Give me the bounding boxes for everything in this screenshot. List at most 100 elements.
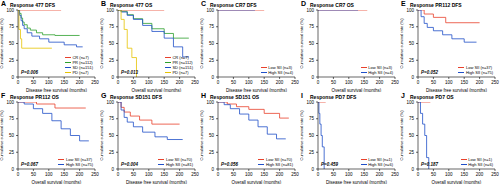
svg-text:25: 25 [309, 150, 315, 155]
svg-text:100: 100 [8, 8, 14, 13]
svg-text:50: 50 [109, 133, 115, 138]
svg-text:200: 200 [176, 80, 184, 85]
svg-text:250: 250 [291, 80, 299, 85]
svg-text:50: 50 [231, 172, 237, 177]
svg-text:Cumulative survival rate (%): Cumulative survival rate (%) [400, 18, 404, 69]
svg-text:100: 100 [345, 80, 353, 85]
svg-text:100: 100 [45, 172, 53, 177]
svg-text:Disease free survival (months): Disease free survival (months) [226, 88, 287, 92]
svg-text:100: 100 [245, 172, 253, 177]
svg-text:100: 100 [206, 8, 214, 13]
svg-text:Cumulative survival rate (%): Cumulative survival rate (%) [400, 110, 404, 161]
svg-text:100: 100 [306, 100, 314, 105]
svg-text:0: 0 [417, 172, 420, 177]
svg-text:250: 250 [491, 80, 492, 85]
svg-text:200: 200 [376, 80, 384, 85]
svg-text:50: 50 [131, 172, 137, 177]
svg-text:50: 50 [309, 41, 315, 46]
svg-text:50: 50 [31, 80, 37, 85]
svg-text:0: 0 [111, 75, 114, 80]
svg-text:Disease free survival (months): Disease free survival (months) [426, 88, 487, 92]
svg-text:200: 200 [276, 172, 284, 177]
svg-text:250: 250 [391, 172, 399, 177]
svg-text:50: 50 [109, 41, 115, 46]
svg-text:75: 75 [409, 24, 415, 29]
svg-text:Overall survival (months): Overall survival (months) [432, 180, 482, 184]
svg-text:50: 50 [31, 172, 37, 177]
svg-text:25: 25 [409, 150, 415, 155]
svg-text:25: 25 [9, 150, 15, 155]
svg-text:50: 50 [431, 80, 437, 85]
svg-text:250: 250 [91, 80, 99, 85]
svg-text:0: 0 [317, 80, 320, 85]
svg-text:75: 75 [9, 24, 15, 29]
svg-text:50: 50 [231, 80, 237, 85]
svg-text:150: 150 [360, 80, 368, 85]
svg-text:Cumulative survival rate (%): Cumulative survival rate (%) [300, 110, 304, 161]
svg-text:75: 75 [309, 24, 315, 29]
svg-text:50: 50 [331, 172, 337, 177]
svg-text:150: 150 [460, 172, 468, 177]
svg-text:0: 0 [17, 172, 20, 177]
svg-text:100: 100 [206, 100, 214, 105]
svg-text:150: 150 [60, 80, 68, 85]
svg-text:50: 50 [209, 41, 215, 46]
svg-text:75: 75 [209, 24, 215, 29]
svg-text:200: 200 [276, 80, 284, 85]
svg-text:0: 0 [11, 167, 14, 172]
svg-text:100: 100 [106, 8, 114, 13]
svg-text:200: 200 [76, 172, 84, 177]
svg-text:Disease free survival (months): Disease free survival (months) [326, 180, 387, 184]
svg-text:100: 100 [45, 80, 53, 85]
svg-text:25: 25 [109, 58, 115, 63]
svg-text:25: 25 [209, 150, 215, 155]
svg-text:200: 200 [476, 172, 484, 177]
svg-text:200: 200 [376, 172, 384, 177]
svg-text:0: 0 [217, 172, 220, 177]
svg-text:50: 50 [409, 41, 415, 46]
svg-text:150: 150 [160, 172, 168, 177]
svg-text:Disease free survival (months): Disease free survival (months) [26, 88, 87, 92]
svg-text:250: 250 [491, 172, 492, 177]
svg-text:50: 50 [409, 133, 415, 138]
svg-text:100: 100 [8, 100, 14, 105]
svg-text:100: 100 [145, 80, 153, 85]
svg-text:250: 250 [391, 80, 399, 85]
svg-text:150: 150 [260, 80, 268, 85]
svg-text:0: 0 [17, 80, 20, 85]
svg-text:75: 75 [309, 116, 315, 121]
svg-text:50: 50 [209, 133, 215, 138]
svg-text:0: 0 [11, 75, 14, 80]
svg-text:0: 0 [317, 172, 320, 177]
svg-text:100: 100 [345, 172, 353, 177]
svg-text:200: 200 [176, 172, 184, 177]
svg-text:50: 50 [131, 80, 137, 85]
svg-text:Overall survival (months): Overall survival (months) [332, 88, 382, 92]
svg-text:75: 75 [209, 116, 215, 121]
svg-text:25: 25 [209, 58, 215, 63]
svg-text:250: 250 [191, 172, 199, 177]
svg-text:200: 200 [476, 80, 484, 85]
svg-text:250: 250 [291, 172, 299, 177]
svg-text:Cumulative survival rate (%): Cumulative survival rate (%) [100, 18, 104, 69]
svg-text:50: 50 [9, 133, 15, 138]
svg-text:25: 25 [109, 150, 115, 155]
svg-text:100: 100 [445, 80, 453, 85]
svg-text:100: 100 [406, 8, 414, 13]
svg-text:Cumulative survival rate (%): Cumulative survival rate (%) [200, 18, 204, 69]
svg-text:75: 75 [409, 116, 415, 121]
svg-text:Overall survival (months): Overall survival (months) [132, 88, 182, 92]
svg-text:0: 0 [417, 80, 420, 85]
svg-text:0: 0 [311, 75, 314, 80]
svg-text:200: 200 [76, 80, 84, 85]
svg-text:0: 0 [411, 167, 414, 172]
svg-text:150: 150 [360, 172, 368, 177]
svg-text:Overall survival (months): Overall survival (months) [32, 180, 82, 184]
svg-text:100: 100 [106, 100, 114, 105]
svg-text:75: 75 [109, 116, 115, 121]
svg-text:250: 250 [91, 172, 99, 177]
svg-text:150: 150 [460, 80, 468, 85]
svg-text:100: 100 [406, 100, 414, 105]
svg-text:0: 0 [217, 80, 220, 85]
svg-text:25: 25 [409, 58, 415, 63]
